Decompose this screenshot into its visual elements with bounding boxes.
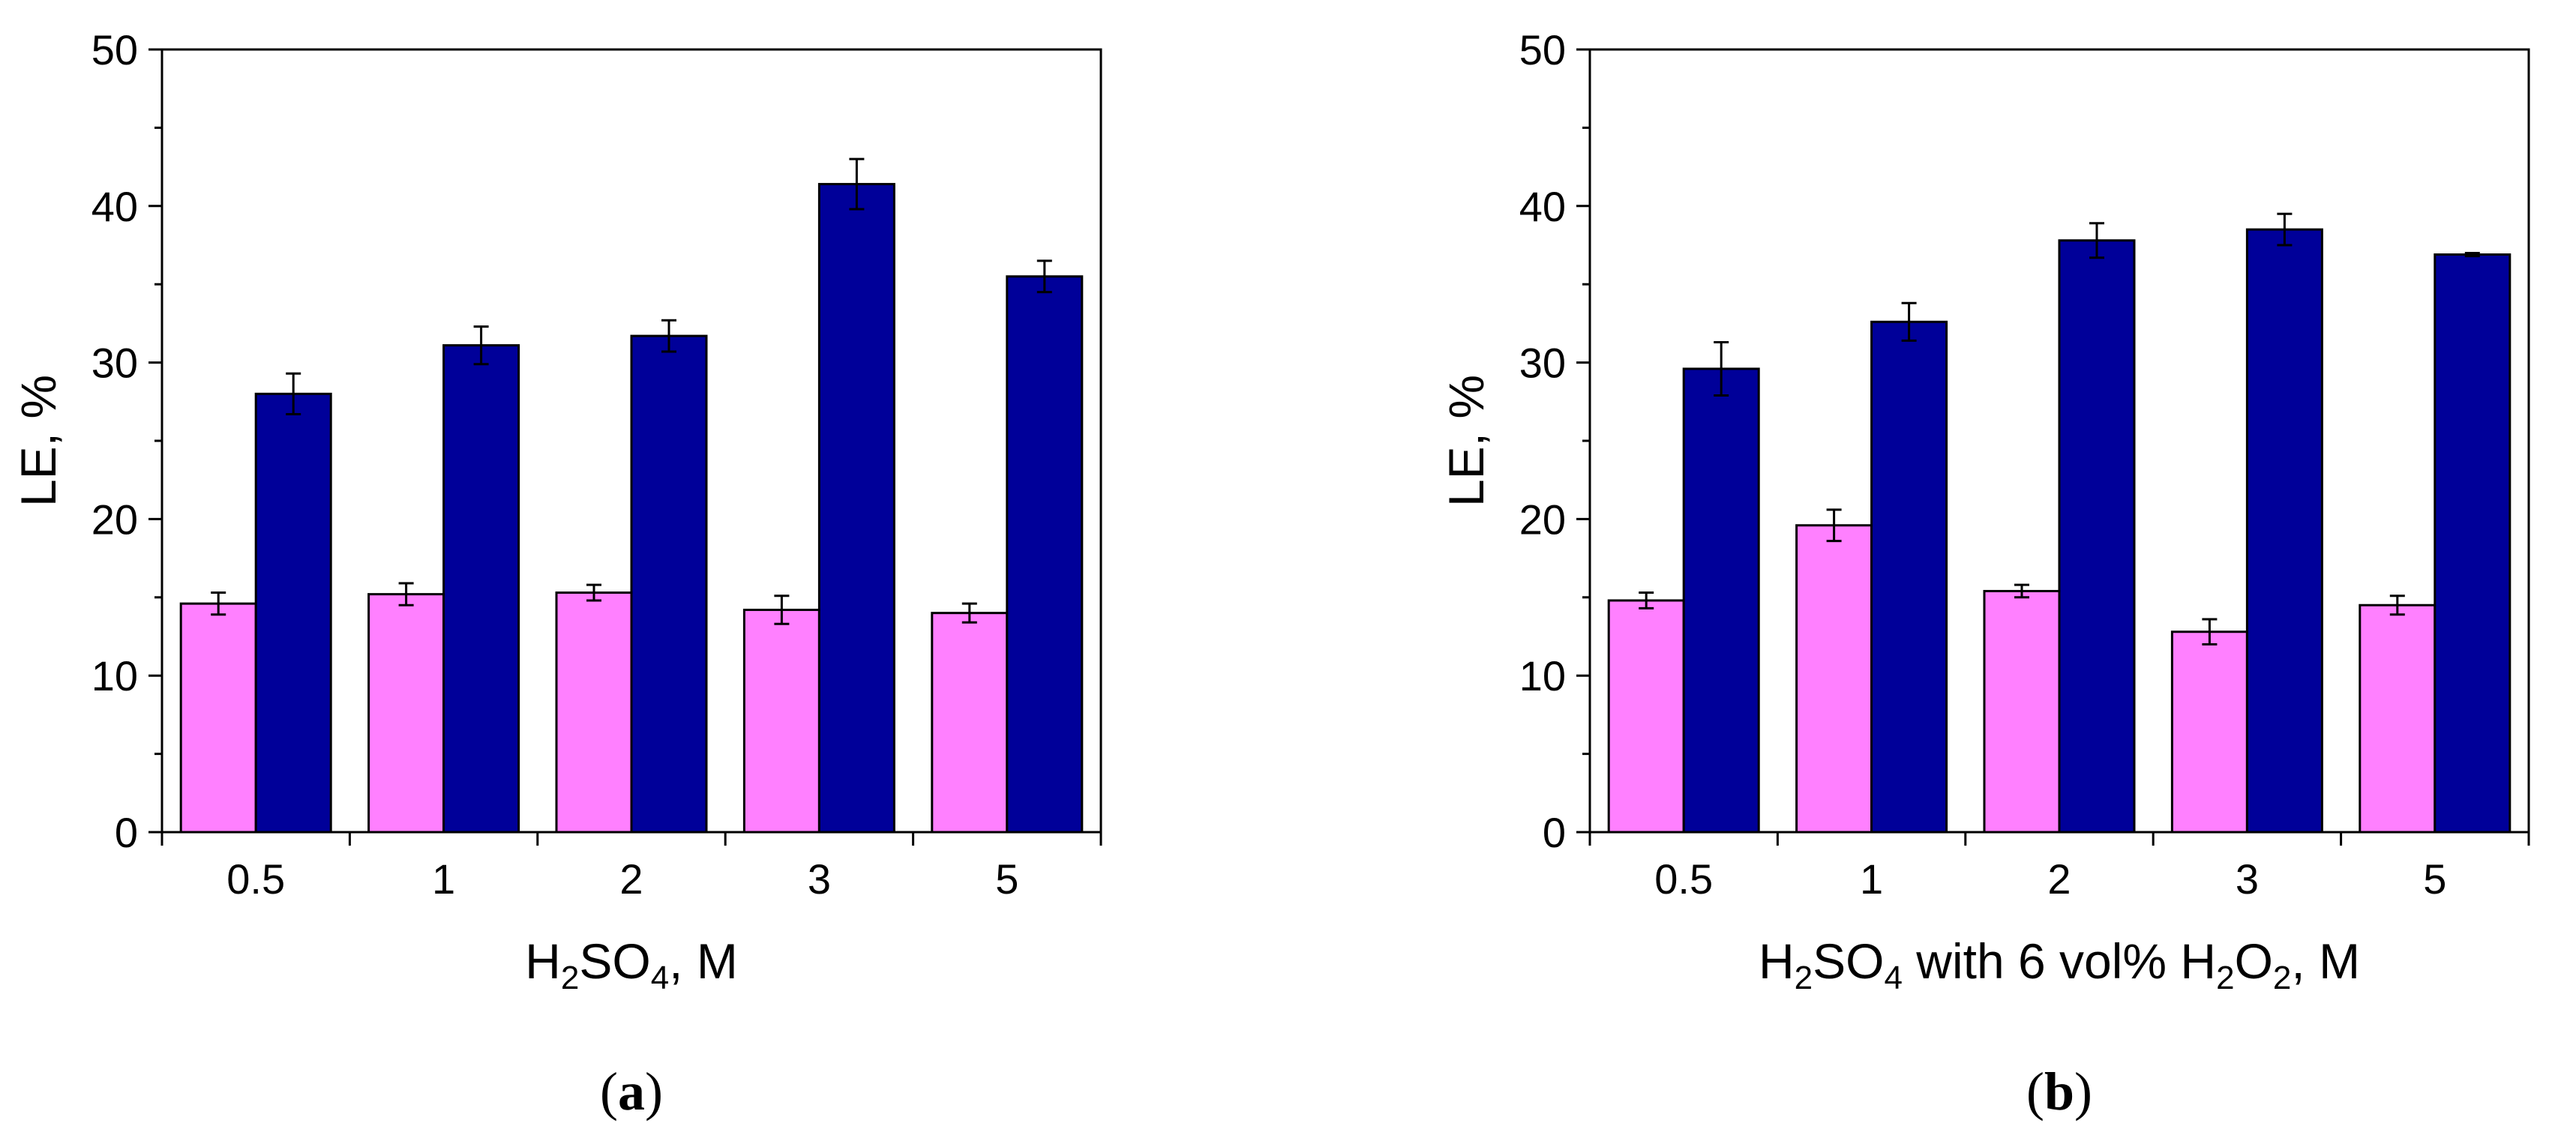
error-bar-a-s2-5 xyxy=(1036,259,1052,294)
plot-marks-b: 0 10 20 30 40 50 0.5 1 2 3 5 xyxy=(1519,26,2530,903)
error-bar-b-s1-2 xyxy=(2014,583,2029,599)
bar-b-s1-5 xyxy=(2359,603,2437,834)
y-axis-label-a: LE, % xyxy=(10,375,66,507)
bar-a-s1-0.5 xyxy=(179,602,257,834)
bar-b-s2-1 xyxy=(1870,320,1948,834)
bar-b-s2-5 xyxy=(2434,253,2512,834)
bar-a-s2-3 xyxy=(817,183,895,834)
bar-b-s1-2 xyxy=(1983,589,2061,834)
bar-b-s1-0.5 xyxy=(1607,599,1685,834)
panel-caption-letter-b: b xyxy=(2044,1062,2074,1122)
x-tick-label-b-4: 5 xyxy=(2423,855,2446,903)
y-tick-label-b-0: 0 xyxy=(1543,809,1566,856)
bar-a-s1-3 xyxy=(742,609,820,834)
bar-b-s2-3 xyxy=(2245,228,2323,834)
bar-a-s1-5 xyxy=(931,612,1009,834)
error-bar-b-s1-1 xyxy=(1826,508,1842,543)
y-tick-label-b-2: 20 xyxy=(1519,496,1566,543)
plot-marks-a: 0 10 20 30 40 50 0.5 1 2 3 5 xyxy=(91,26,1102,903)
error-bar-a-s1-5 xyxy=(961,602,977,624)
chart-panel-a: 0 10 20 30 40 50 0.5 1 2 3 5 H2SO4, M LE, % (a) xyxy=(10,26,1102,1122)
y-tick-label-a-3: 30 xyxy=(91,340,138,387)
y-tick-label-a-5: 50 xyxy=(91,26,138,73)
bar-a-s2-0.5 xyxy=(254,392,332,834)
x-tick-label-a-0: 0.5 xyxy=(226,855,285,903)
bar-a-s2-2 xyxy=(630,334,708,834)
chart-panel-b: 0 10 20 30 40 50 0.5 1 2 3 5 H2SO4 with 6 vol% H2O… xyxy=(1438,26,2530,1122)
y-tick-label-a-1: 10 xyxy=(91,652,138,699)
error-bar-b-s2-5 xyxy=(2464,251,2480,258)
error-bar-b-s1-5 xyxy=(2389,594,2405,616)
x-tick-label-b-3: 3 xyxy=(2236,855,2259,903)
x-axis-label-b: H2SO4 with 6 vol% H2O2, M xyxy=(1759,933,2360,996)
error-bar-a-s1-2 xyxy=(586,583,601,602)
bar-b-s1-3 xyxy=(2170,630,2248,834)
error-bar-a-s1-3 xyxy=(774,594,790,625)
y-tick-label-b-1: 10 xyxy=(1519,652,1566,699)
bar-b-s2-2 xyxy=(2058,239,2136,834)
y-tick-label-b-5: 50 xyxy=(1519,26,1566,73)
x-tick-label-b-0: 0.5 xyxy=(1654,855,1713,903)
plot-frame-b xyxy=(1588,48,2530,834)
bar-a-s2-1 xyxy=(442,344,520,834)
panel-caption-a: (a) xyxy=(600,1062,663,1122)
plot-frame-a xyxy=(160,48,1102,834)
error-bar-b-s1-0.5 xyxy=(1639,591,1654,609)
bar-a-s1-2 xyxy=(555,591,633,834)
x-axis-label-a: H2SO4, M xyxy=(525,933,738,996)
y-axis-label-b: LE, % xyxy=(1438,375,1494,507)
error-bar-a-s2-2 xyxy=(661,319,676,353)
error-bar-b-s2-0.5 xyxy=(1714,340,1729,397)
error-bar-a-s1-1 xyxy=(398,582,414,606)
error-bar-a-s2-1 xyxy=(473,325,489,366)
error-bar-a-s2-3 xyxy=(849,157,865,211)
x-tick-label-a-3: 3 xyxy=(808,855,831,903)
y-tick-label-a-2: 20 xyxy=(91,496,138,543)
error-bar-a-s1-0.5 xyxy=(211,591,226,616)
bar-b-s2-0.5 xyxy=(1682,367,1760,834)
x-tick-label-b-1: 1 xyxy=(1860,855,1883,903)
error-bar-b-s2-3 xyxy=(2277,212,2293,247)
x-tick-label-b-2: 2 xyxy=(2047,855,2071,903)
error-bar-b-s2-2 xyxy=(2089,222,2104,259)
error-bar-b-s2-1 xyxy=(1901,301,1917,342)
x-tick-label-a-2: 2 xyxy=(619,855,643,903)
x-tick-label-a-1: 1 xyxy=(432,855,455,903)
y-tick-label-a-4: 40 xyxy=(91,183,138,230)
y-tick-label-b-3: 30 xyxy=(1519,340,1566,387)
bar-b-s1-1 xyxy=(1795,524,1873,834)
panel-caption-b: (b) xyxy=(2026,1062,2092,1122)
bar-a-s1-1 xyxy=(367,593,445,834)
panel-caption-letter-a: a xyxy=(618,1062,645,1122)
error-bar-b-s1-3 xyxy=(2202,618,2218,645)
y-tick-label-a-0: 0 xyxy=(115,809,138,856)
y-tick-label-b-4: 40 xyxy=(1519,183,1566,230)
error-bar-a-s2-0.5 xyxy=(286,372,301,416)
bar-a-s2-5 xyxy=(1006,275,1084,834)
x-tick-label-a-4: 5 xyxy=(995,855,1018,903)
